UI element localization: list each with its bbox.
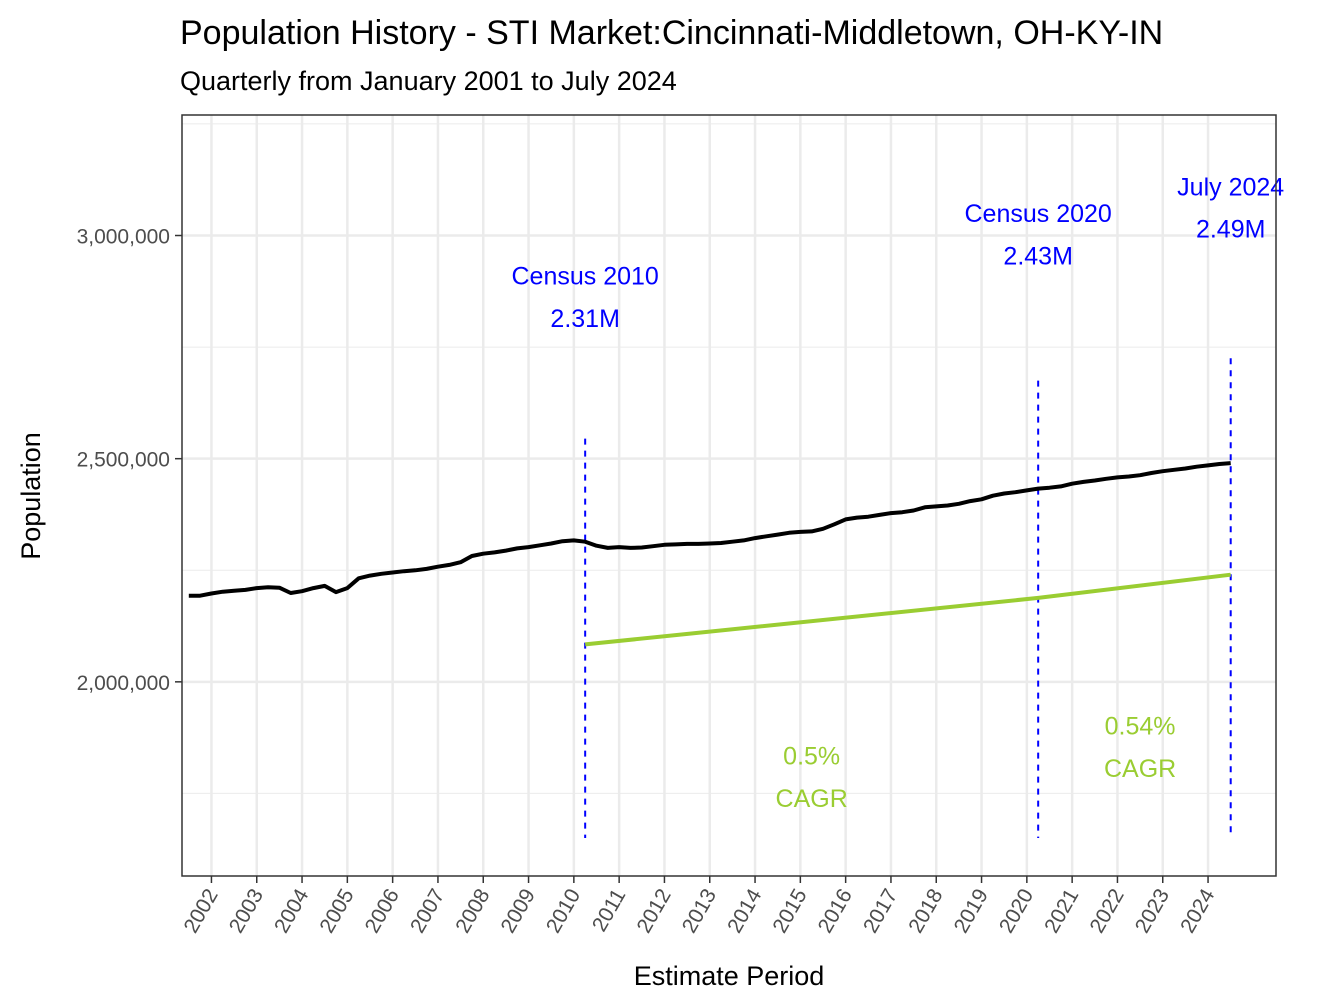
x-tick-label: 2009 (497, 885, 540, 937)
y-axis: 2,000,000 2,500,000 3,000,000 (77, 226, 182, 695)
x-tick-label: 2005 (315, 885, 358, 937)
x-tick-label: 2015 (768, 885, 811, 937)
annotation-cagr-2020-2024-line2: CAGR (1104, 755, 1176, 783)
x-tick-label: 2021 (1040, 885, 1083, 937)
x-tick-label: 2022 (1086, 885, 1129, 937)
x-tick-label: 2002 (179, 885, 222, 937)
x-tick-label: 2010 (542, 885, 585, 937)
annotation-cagr-2010-2020-line2: CAGR (776, 785, 848, 813)
y-axis-title: Population (16, 432, 46, 560)
x-axis-title: Estimate Period (634, 961, 825, 991)
x-tick-label: 2012 (632, 885, 675, 937)
x-tick-label: 2004 (270, 885, 313, 937)
population-line (188, 461, 1231, 598)
x-tick-label: 2020 (995, 885, 1038, 937)
x-tick-label: 2007 (406, 885, 449, 937)
x-tick-label: 2023 (1131, 885, 1174, 937)
chart-subtitle: Quarterly from January 2001 to July 2024 (180, 66, 677, 96)
y-tick-label: 2,500,000 (77, 449, 170, 472)
x-tick-label: 2013 (678, 885, 721, 937)
x-tick-label: 2018 (904, 885, 947, 937)
annotation-july-2024-line2: 2.49M (1196, 216, 1265, 244)
annotation-cagr-2010-2020-line1: 0.5% (783, 742, 840, 770)
annotation-census-2010-line1: Census 2010 (512, 263, 659, 291)
annotation-cagr-2020-2024-line1: 0.54% (1105, 713, 1176, 741)
x-tick-label: 2017 (859, 885, 902, 937)
y-tick-label: 3,000,000 (77, 226, 170, 249)
x-axis: 2002 2003 2004 2005 2006 2007 2008 2009 2010 2011… (179, 876, 1220, 937)
x-tick-label: 2019 (950, 885, 993, 937)
chart-title: Population History - STI Market:Cincinna… (180, 14, 1163, 52)
x-tick-label: 2003 (225, 885, 268, 937)
annotation-census-2020-line1: Census 2020 (965, 200, 1112, 228)
x-tick-label: 2014 (723, 885, 766, 937)
grid-lines (182, 115, 1276, 876)
x-tick-label: 2006 (361, 885, 404, 937)
x-tick-label: 2024 (1176, 885, 1219, 937)
annotation-census-2010-line2: 2.31M (550, 305, 619, 333)
annotations: Census 2010 2.31M Census 2020 2.43M July 202… (512, 173, 1285, 812)
plot-panel (182, 115, 1276, 876)
x-tick-label: 2016 (814, 885, 857, 937)
y-tick-label: 2,000,000 (77, 672, 170, 695)
annotation-july-2024-line1: July 2024 (1177, 173, 1284, 201)
annotation-census-2020-line2: 2.43M (1003, 243, 1072, 271)
x-tick-label: 2011 (588, 885, 631, 936)
x-tick-label: 2008 (451, 885, 494, 937)
series-lines (188, 461, 1231, 647)
plot-border (181, 114, 1277, 877)
reference-lines (584, 358, 1232, 839)
cagr-trend-line (584, 572, 1231, 647)
